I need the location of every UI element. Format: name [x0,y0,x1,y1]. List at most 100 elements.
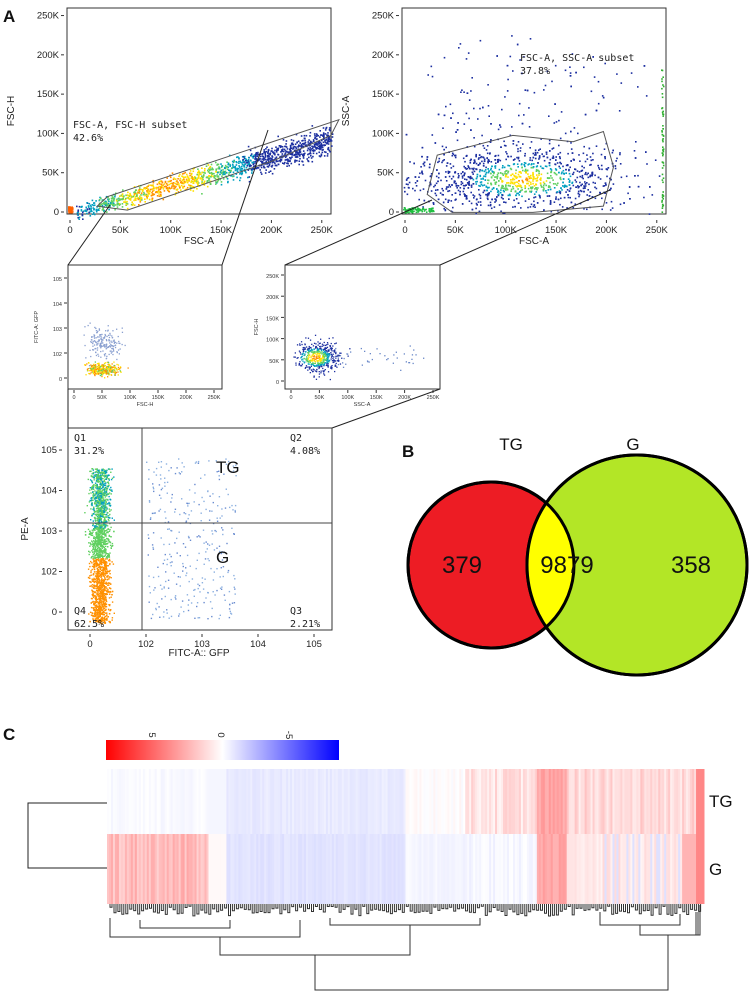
event-dot [272,160,274,163]
event-dot [466,167,469,170]
event-dot [318,356,321,358]
event-dot [252,161,255,164]
event-dot [591,196,594,198]
event-dot [575,71,577,74]
event-dot [224,173,226,176]
event-dot [95,614,97,616]
event-dot [325,364,327,367]
event-dot [104,355,106,357]
event-dot [108,368,110,370]
event-dot [535,183,538,186]
event-dot [289,146,292,149]
event-dot [104,589,106,591]
event-dot [361,364,363,366]
event-dot [503,201,505,203]
event-dot [318,366,321,368]
event-dot [337,358,339,360]
event-dot [178,175,180,177]
event-dot [112,340,114,342]
event-dot [410,209,413,211]
tick-label: 0 [72,395,75,401]
event-dot [327,356,329,358]
event-dot [609,209,612,211]
event-dot [424,209,426,211]
event-dot [77,216,79,219]
event-dot [512,140,515,142]
event-dot [616,73,618,75]
event-dot [96,206,98,208]
event-dot [335,357,337,359]
event-dot [455,182,457,185]
event-dot [219,178,222,181]
event-dot [347,355,349,357]
event-dot [87,370,89,372]
event-dot [260,166,263,169]
event-dot [432,203,435,205]
event-dot [419,189,422,192]
event-dot [317,143,320,145]
plot2-gate-pct: 37.8% [520,66,550,77]
event-dot [342,362,344,364]
event-dot [326,354,328,356]
event-dot [464,172,466,174]
event-dot [268,157,270,160]
event-dot [581,169,584,172]
event-dot [591,174,593,176]
event-dot [105,343,108,345]
event-dot [92,349,94,351]
tick-label: 200K [372,50,395,61]
event-dot [98,595,101,597]
event-dot [212,175,214,178]
event-dot [121,206,124,208]
event-dot [569,175,572,178]
event-dot [441,161,443,164]
event-dot [292,147,295,149]
event-dot [327,140,330,143]
event-dot [487,158,490,161]
event-dot [294,156,297,158]
event-dot [418,198,420,201]
event-dot [330,367,332,369]
event-dot [192,186,195,188]
event-dot [275,146,277,148]
event-dot [275,160,278,162]
event-dot [68,207,70,210]
event-dot [95,496,97,498]
event-dot [96,347,99,349]
event-dot [327,371,330,373]
event-dot [68,210,70,212]
event-dot [333,359,335,361]
event-dot [495,200,497,202]
event-dot [565,172,567,174]
event-dot [479,181,482,184]
event-dot [126,203,129,205]
event-dot [98,574,100,576]
event-dot [594,174,596,177]
event-dot [118,368,120,370]
event-dot [459,193,461,196]
plot-fsc-a-ssc-a: FSC-A, SSC-A subset 37.8% 0 50K 100K 150K 20… [341,7,669,247]
event-dot [113,364,115,367]
event-dot [322,132,325,134]
event-dot [521,72,523,75]
event-dot [189,172,191,175]
event-dot [108,336,111,339]
event-dot [173,185,175,188]
event-dot [571,53,574,55]
event-dot [611,207,614,209]
event-dot [172,182,174,185]
event-dot [324,353,326,355]
event-dot [249,159,252,162]
event-dot [103,367,106,370]
event-dot [512,177,514,180]
event-dot [196,188,198,190]
event-dot [92,364,94,367]
event-dot [309,360,311,362]
event-dot [297,153,300,156]
event-dot [105,600,108,603]
event-dot [578,154,580,156]
event-dot [107,363,109,366]
event-dot [471,77,473,79]
event-dot [284,152,287,154]
event-dot [661,196,664,198]
